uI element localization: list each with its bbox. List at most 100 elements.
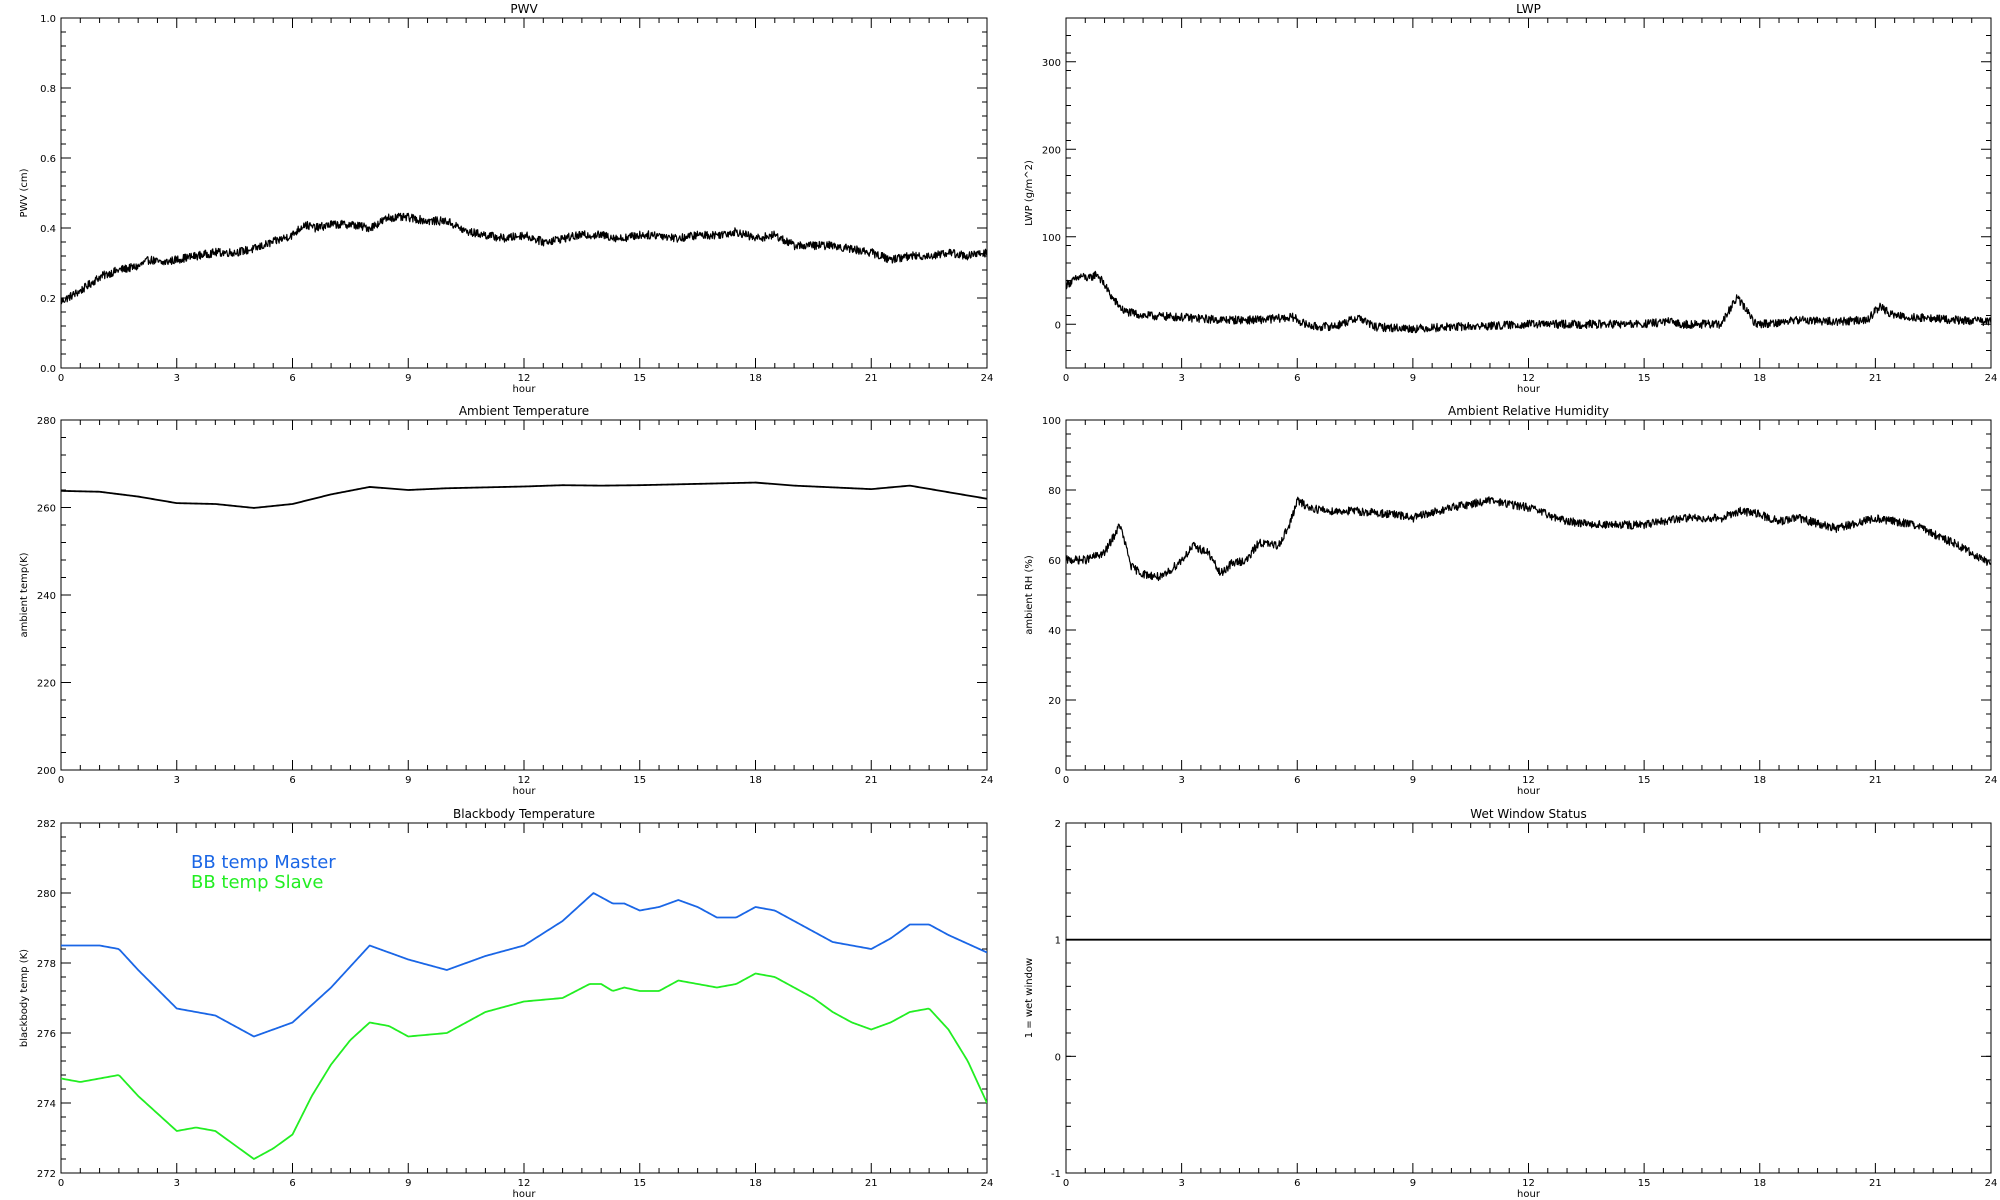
- x-tick-label: 9: [1410, 1178, 1416, 1189]
- chart-title: Blackbody Temperature: [453, 807, 595, 821]
- chart-title: Wet Window Status: [1470, 807, 1586, 821]
- chart-title: Ambient Relative Humidity: [1448, 404, 1609, 418]
- x-tick-label: 15: [1638, 373, 1651, 384]
- x-tick-label: 12: [518, 373, 531, 384]
- y-tick-label: 20: [1048, 696, 1061, 707]
- y-tick-label: 272: [37, 1169, 56, 1180]
- x-tick-label: 0: [1063, 373, 1069, 384]
- x-tick-label: 3: [174, 373, 180, 384]
- y-tick-label: 0: [1055, 1052, 1061, 1063]
- series-line-0: [1066, 496, 1991, 582]
- x-tick-label: 12: [1522, 775, 1535, 786]
- y-tick-label: 200: [37, 766, 56, 777]
- y-tick-label: 282: [37, 819, 56, 830]
- y-tick-label: -1: [1051, 1169, 1061, 1180]
- plot-frame: [1065, 419, 1992, 771]
- x-axis-label: hour: [513, 786, 537, 797]
- chart-panel-ambient-relative-humidity: Ambient Relative Humidity hour ambient RH …: [1024, 404, 1997, 797]
- y-tick-label: 0.4: [40, 224, 56, 235]
- y-tick-label: 100: [1042, 416, 1061, 427]
- x-tick-label: 24: [1985, 775, 1998, 786]
- x-tick-label: 0: [1063, 1178, 1069, 1189]
- x-tick-label: 24: [1985, 373, 1998, 384]
- y-tick-label: 0.0: [40, 364, 56, 375]
- x-tick-label: 18: [1753, 373, 1766, 384]
- y-axis-label: ambient RH (%): [1024, 555, 1035, 635]
- x-tick-label: 6: [1294, 1178, 1300, 1189]
- y-tick-label: 1.0: [40, 14, 56, 25]
- x-tick-label: 18: [1753, 1178, 1766, 1189]
- y-axis-label: blackbody temp (K): [19, 949, 30, 1047]
- y-tick-label: 274: [37, 1099, 56, 1110]
- x-tick-label: 12: [1522, 1178, 1535, 1189]
- x-tick-label: 0: [58, 373, 64, 384]
- x-axis-label: hour: [513, 384, 537, 395]
- y-tick-label: 200: [1042, 145, 1061, 156]
- y-axis-label: 1 = wet window: [1024, 958, 1035, 1038]
- series-line-0: [61, 212, 987, 305]
- series-line-1: [61, 972, 987, 1160]
- x-tick-label: 3: [1178, 373, 1184, 384]
- x-tick-label: 3: [1178, 775, 1184, 786]
- chart-panel-wet-window-status: Wet Window Status hour 1 = wet window 0 3 6 9 1…: [1024, 807, 1997, 1200]
- x-tick-label: 3: [1178, 1178, 1184, 1189]
- plot-frame: [60, 419, 988, 771]
- x-axis-label: hour: [1517, 384, 1541, 395]
- x-tick-label: 21: [865, 775, 878, 786]
- y-tick-label: 0.6: [40, 154, 56, 165]
- y-tick-label: 278: [37, 959, 56, 970]
- y-tick-label: 0: [1055, 766, 1061, 777]
- y-axis-label: ambient temp(K): [19, 552, 30, 637]
- x-tick-label: 18: [1753, 775, 1766, 786]
- x-tick-label: 15: [633, 1178, 646, 1189]
- x-tick-label: 9: [405, 373, 411, 384]
- chart-panel-lwp: LWP hour LWP (g/m^2) 0 3 6 9 12 15 18 21 24 0 100 200 3…: [1024, 2, 1997, 395]
- y-tick-label: 0.2: [40, 294, 56, 305]
- x-tick-label: 15: [633, 775, 646, 786]
- x-tick-label: 12: [1522, 373, 1535, 384]
- x-tick-label: 21: [1869, 373, 1882, 384]
- x-axis-label: hour: [1517, 1189, 1541, 1200]
- x-tick-label: 24: [981, 1178, 994, 1189]
- y-tick-label: 60: [1048, 556, 1061, 567]
- x-tick-label: 15: [1638, 1178, 1651, 1189]
- chart-title: Ambient Temperature: [459, 404, 589, 418]
- y-axis-label: PWV (cm): [19, 168, 30, 217]
- plot-frame: [1065, 17, 1992, 369]
- x-tick-label: 9: [405, 1178, 411, 1189]
- x-tick-label: 6: [289, 1178, 295, 1189]
- legend-entry-0: BB temp Master: [191, 852, 336, 873]
- x-axis-label: hour: [1517, 786, 1541, 797]
- y-tick-label: 1: [1055, 936, 1061, 947]
- x-tick-label: 24: [1985, 1178, 1998, 1189]
- plot-frame: [60, 17, 988, 369]
- legend-entry-1: BB temp Slave: [191, 872, 323, 893]
- x-tick-label: 21: [1869, 775, 1882, 786]
- x-tick-label: 6: [1294, 775, 1300, 786]
- x-tick-label: 9: [405, 775, 411, 786]
- y-tick-label: 280: [37, 889, 56, 900]
- x-tick-label: 12: [518, 775, 531, 786]
- x-tick-label: 15: [633, 373, 646, 384]
- series-line-0: [61, 481, 987, 509]
- x-tick-label: 0: [1063, 775, 1069, 786]
- x-tick-label: 9: [1410, 775, 1416, 786]
- x-tick-label: 3: [174, 775, 180, 786]
- x-tick-label: 24: [981, 373, 994, 384]
- x-tick-label: 21: [865, 1178, 878, 1189]
- x-axis-label: hour: [513, 1189, 537, 1200]
- x-tick-label: 18: [749, 775, 762, 786]
- y-tick-label: 260: [37, 504, 56, 515]
- chart-panel-blackbody-temperature: Blackbody Temperature hour blackbody temp …: [19, 807, 993, 1200]
- y-tick-label: 100: [1042, 233, 1061, 244]
- x-tick-label: 6: [1294, 373, 1300, 384]
- y-tick-label: 280: [37, 416, 56, 427]
- y-tick-label: 40: [1048, 626, 1061, 637]
- y-tick-label: 0.8: [40, 84, 56, 95]
- y-tick-label: 240: [37, 591, 56, 602]
- chart-panel-ambient-temperature: Ambient Temperature hour ambient temp(K) 0 3…: [19, 404, 993, 797]
- x-tick-label: 21: [865, 373, 878, 384]
- x-tick-label: 18: [749, 373, 762, 384]
- x-tick-label: 15: [1638, 775, 1651, 786]
